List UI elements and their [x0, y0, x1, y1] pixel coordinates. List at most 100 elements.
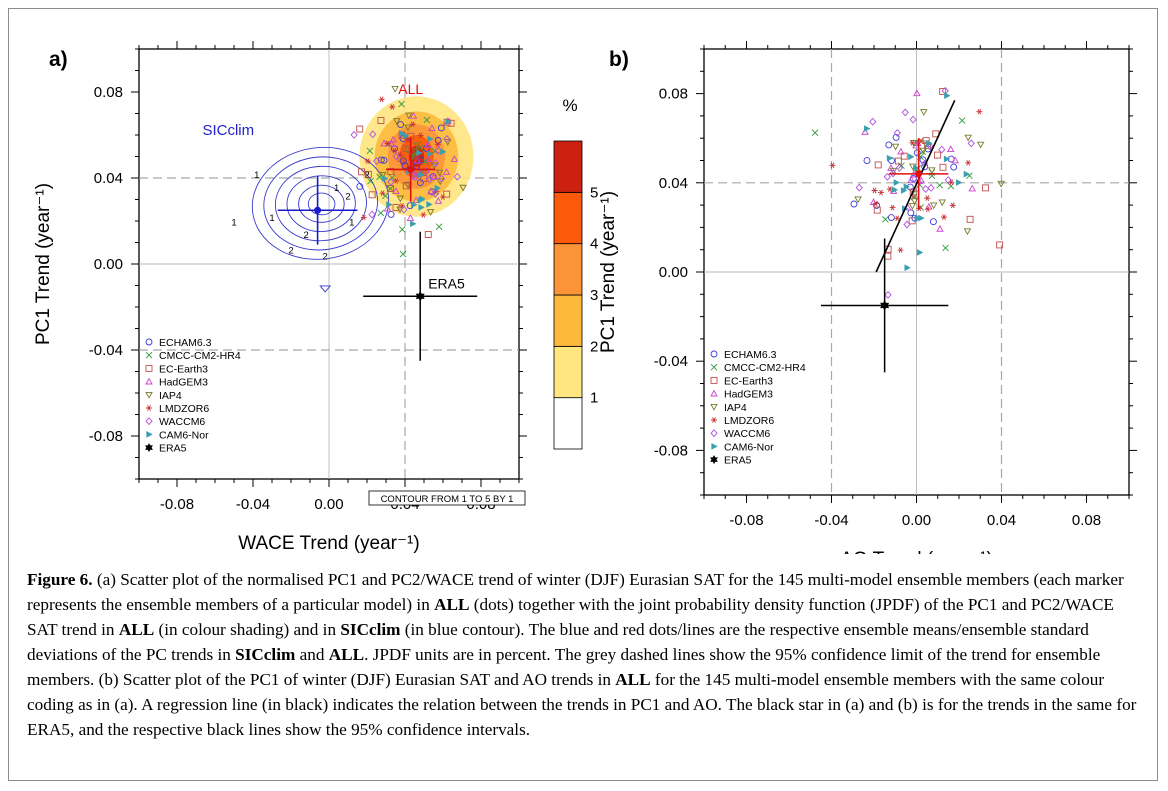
marker-cross	[398, 226, 406, 233]
legend-label: EC-Earth3	[724, 375, 773, 387]
caption-text-4: (in blue contour). The blue and red dots…	[27, 620, 1089, 664]
marker-triangle-down	[404, 147, 412, 155]
marker-cross	[377, 209, 385, 217]
marker-triangle-down	[396, 195, 405, 203]
marker-asterisk	[384, 140, 391, 147]
marker-triangle-right	[382, 175, 389, 182]
marker-square	[377, 117, 385, 124]
marker-triangle-right	[445, 118, 452, 126]
colorbar-tick-label: 3	[590, 287, 598, 304]
colorbar-tick-label: 2	[590, 338, 598, 355]
marker-triangle-down	[929, 202, 938, 210]
marker-triangle-right	[418, 204, 425, 211]
marker-circle	[913, 149, 921, 157]
marker-triangle	[392, 187, 400, 195]
marker-asterisk	[364, 158, 371, 164]
marker-diamond	[944, 176, 952, 185]
marker-triangle-down	[404, 181, 412, 189]
colorbar-segment	[553, 294, 583, 347]
legend-marker-cross	[145, 351, 153, 359]
marker-cross	[811, 129, 819, 137]
marker-cross	[942, 244, 949, 252]
x-tick-label: 0.04	[987, 512, 1016, 529]
marker-triangle	[913, 89, 921, 97]
y-axis-title: PC1 Trend (year⁻¹)	[598, 191, 619, 353]
marker-triangle-right	[908, 153, 915, 161]
marker-triangle-right	[410, 220, 417, 228]
colorbar-segment	[553, 140, 583, 193]
marker-asterisk	[413, 155, 420, 161]
marker-circle	[929, 218, 937, 226]
marker-diamond	[443, 134, 451, 143]
marker-diamond	[893, 128, 901, 137]
marker-cross	[936, 181, 943, 189]
marker-triangle-right	[891, 186, 899, 194]
x-tick-label: -0.08	[160, 496, 194, 513]
marker-triangle	[427, 187, 435, 195]
marker-asterisk	[417, 132, 424, 139]
marker-circle	[887, 214, 895, 222]
marker-triangle-right	[398, 129, 406, 137]
era5-star	[415, 291, 425, 302]
marker-cross	[366, 147, 374, 155]
marker-square	[364, 170, 372, 178]
plot-area-a: -0.08-0.040.000.040.08-0.08-0.040.000.04…	[33, 41, 527, 554]
legend-label: WACCM6	[724, 428, 770, 440]
marker-triangle-right	[427, 135, 434, 143]
contour-label: 1	[254, 170, 259, 181]
marker-circle	[397, 121, 405, 128]
marker-triangle-right	[426, 150, 434, 158]
caption-bold-6: ALL	[615, 670, 651, 689]
marker-diamond	[400, 205, 408, 214]
x-tick-label: -0.08	[729, 512, 763, 529]
marker-asterisk	[378, 96, 385, 103]
marker-triangle	[887, 164, 895, 171]
y-tick-label: 0.00	[94, 256, 123, 273]
marker-triangle-down	[391, 85, 399, 93]
marker-diamond	[369, 130, 377, 139]
marker-asterisk	[420, 212, 427, 218]
marker-square	[356, 125, 364, 133]
marker-triangle	[428, 124, 436, 132]
y-tick-label: 0.08	[659, 86, 688, 103]
colorbar-tick-label: 1	[590, 390, 598, 407]
marker-asterisk	[949, 202, 956, 209]
marker-triangle-down	[891, 143, 900, 151]
contour-label: 1	[269, 213, 274, 224]
colorbar-segment	[553, 191, 583, 245]
figure-6: -0.08 -0.04 0.00 0.04 0.08 -0.08 -0.04 0.00 0.04…	[33, 41, 1137, 554]
legend-marker-triangle-down	[145, 391, 153, 399]
marker-asterisk	[409, 121, 416, 128]
y-tick-label: -0.08	[89, 428, 123, 445]
y-axis-title: PC1 Trend (year⁻¹)	[33, 183, 54, 345]
marker-circle	[885, 141, 893, 149]
marker-triangle-down	[919, 109, 928, 116]
marker-triangle	[424, 141, 432, 148]
marker-triangle-right	[916, 249, 924, 256]
marker-circle	[863, 157, 871, 165]
era5-star-b	[880, 300, 890, 311]
marker-square	[397, 155, 405, 162]
legend-marker-triangle-right	[146, 430, 153, 438]
all-mean-dot-b	[915, 170, 923, 178]
marker-cross	[435, 223, 443, 231]
contour-line	[319, 285, 332, 293]
x-axis-title: AO Trend (year⁻¹)	[840, 549, 993, 554]
marker-cross	[398, 100, 405, 108]
caption-text-1: (a) Scatter plot of the normalised PC1 a…	[27, 570, 1124, 614]
marker-diamond	[921, 184, 930, 193]
y-tick-label: -0.08	[654, 442, 688, 459]
marker-triangle-down	[910, 198, 919, 205]
caption-bold-3: SICclim	[340, 620, 401, 639]
marker-triangle	[968, 184, 976, 192]
legend-label: IAP4	[724, 402, 747, 414]
legend-marker-star	[710, 455, 718, 465]
marker-asterisk	[965, 159, 972, 166]
marker-diamond	[392, 152, 400, 161]
marker-triangle-down	[963, 228, 972, 236]
marker-triangle-down	[426, 209, 435, 216]
contour-label: 1	[349, 217, 354, 228]
marker-triangle	[951, 156, 959, 164]
marker-diamond	[432, 159, 440, 168]
legend-label: CAM6-Nor	[724, 441, 774, 453]
